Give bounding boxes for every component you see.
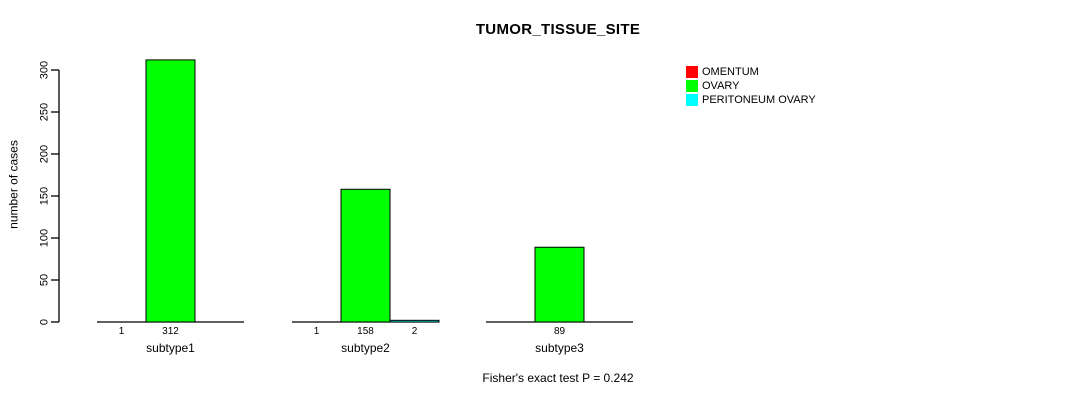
legend-item: PERITONEUM OVARY [686, 93, 816, 107]
bar-subtype1-ovary [145, 59, 196, 323]
bar-subtype2-ovary [340, 188, 391, 323]
x-axis-category-label: subtype3 [535, 341, 584, 355]
stat-test-annotation: Fisher's exact test P = 0.242 [482, 371, 634, 385]
chart-title: TUMOR_TISSUE_SITE [475, 21, 641, 38]
bar-value-label: 312 [162, 326, 179, 337]
bar-value-label: 89 [554, 326, 566, 337]
y-axis-tick-label: 150 [39, 187, 51, 205]
legend: OMENTUM OVARY PERITONEUM OVARY [686, 65, 816, 107]
x-axis-category-label: subtype2 [341, 341, 390, 355]
y-axis-tick-label: 50 [39, 274, 51, 286]
y-axis-tick-label: 250 [39, 103, 51, 121]
legend-label: OMENTUM [702, 66, 759, 78]
y-axis-tick-label: 100 [39, 229, 51, 247]
legend-swatch [686, 94, 698, 106]
bar-value-label: 1 [119, 326, 125, 337]
y-axis-tick-label: 300 [39, 61, 51, 79]
bar-value-label: 1 [314, 326, 320, 337]
y-axis-tick-label: 0 [39, 319, 51, 325]
x-axis-category-label: subtype1 [146, 341, 195, 355]
legend-swatch [686, 66, 698, 78]
bar-value-label: 158 [357, 326, 374, 337]
bar-subtype3-ovary [534, 246, 585, 323]
bar-value-label: 2 [412, 326, 418, 337]
legend-item: OMENTUM [686, 65, 816, 79]
legend-item: OVARY [686, 79, 816, 93]
legend-label: OVARY [702, 80, 740, 92]
bar-subtype2-peritoneum-ovary [389, 319, 440, 323]
legend-label: PERITONEUM OVARY [702, 94, 816, 106]
legend-swatch [686, 80, 698, 92]
y-axis-tick-label: 200 [39, 145, 51, 163]
